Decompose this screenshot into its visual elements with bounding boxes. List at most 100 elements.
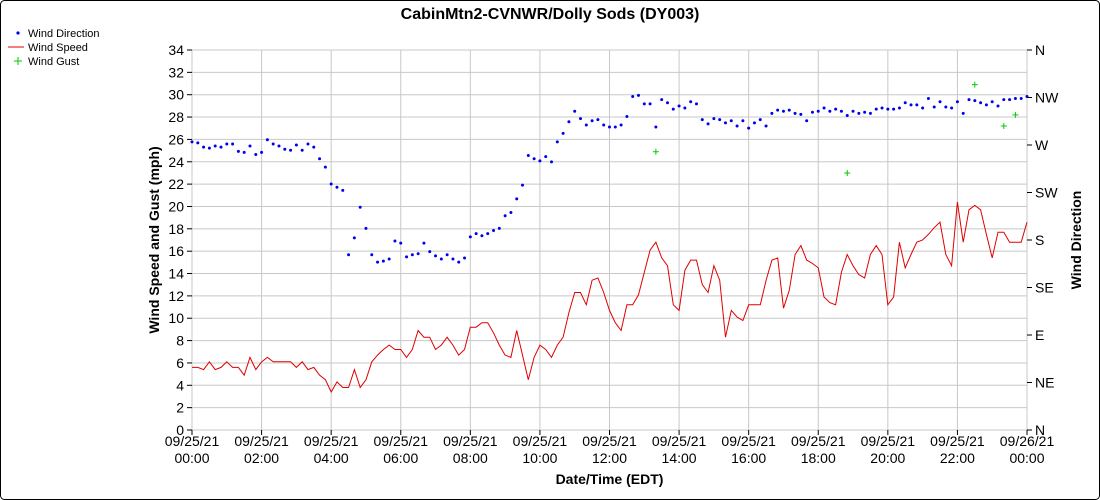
wind-direction-point (492, 229, 496, 232)
x-tick-label-time: 10:00 (522, 450, 557, 466)
wind-direction-point (984, 103, 988, 107)
wind-direction-point (915, 103, 919, 107)
wind-direction-point (863, 110, 867, 114)
wind-direction-point (944, 105, 948, 109)
wind-direction-point (445, 253, 449, 257)
wind-direction-point (781, 109, 785, 113)
wind-direction-point (851, 109, 855, 113)
y-axis-title: Wind Speed and Gust (mph) (146, 146, 162, 333)
wind-direction-point (497, 226, 501, 230)
wind-direction-point (190, 140, 194, 144)
wind-direction-point (828, 109, 832, 113)
wind-direction-point (608, 125, 611, 129)
axis-ticks: 024681012141618202224262830323409/25/210… (165, 42, 1059, 466)
wind-direction-point (689, 100, 693, 104)
wind-direction-point (758, 118, 762, 122)
x-tick-label-date: 09/25/21 (582, 433, 637, 449)
wind-direction-point (776, 108, 780, 112)
wind-direction-point (410, 253, 414, 257)
wind-direction-point (387, 257, 391, 261)
wind-direction-point (793, 111, 797, 115)
wind-direction-point (567, 120, 571, 124)
x-tick-label-time: 16:00 (731, 450, 766, 466)
legend-swatch-wind-direction (16, 31, 20, 35)
y-tick-label: 24 (168, 154, 184, 170)
wind-direction-point (457, 260, 461, 264)
y-tick-label: 30 (168, 87, 184, 103)
wind-direction-point (289, 148, 293, 152)
wind-direction-point (277, 144, 281, 148)
wind-direction-point (550, 160, 554, 164)
wind-direction-point (834, 107, 838, 111)
y-tick-label: 4 (176, 377, 184, 393)
x-tick-label-time: 14:00 (662, 450, 697, 466)
wind-direction-point (434, 254, 438, 258)
x-tick-label-date: 09/25/21 (721, 433, 776, 449)
wind-direction-point (590, 119, 594, 123)
wind-direction-point (532, 157, 536, 161)
wind-direction-point (805, 119, 809, 123)
wind-gust-point (1000, 123, 1007, 129)
wind-direction-point (642, 102, 646, 106)
wind-direction-point (468, 235, 472, 239)
y-tick-label: 12 (168, 288, 184, 304)
wind-direction-point (480, 234, 484, 238)
legend-label-wind-direction: Wind Direction (28, 28, 100, 40)
wind-direction-point (648, 102, 652, 106)
wind-direction-point (254, 153, 258, 156)
y2-axis-title: Wind Direction (1068, 191, 1084, 290)
wind-direction-point (306, 142, 310, 146)
y2-tick-label: NE (1035, 375, 1054, 391)
wind-direction-point (573, 109, 577, 113)
x-tick-label-date: 09/25/21 (652, 433, 707, 449)
y-tick-label: 0 (176, 422, 184, 438)
x-tick-label-date: 09/25/21 (513, 433, 568, 449)
x-tick-label-date: 09/25/21 (165, 433, 220, 449)
x-tick-label-date: 09/25/21 (304, 433, 359, 449)
legend-item-wind-direction: Wind Direction (16, 28, 100, 40)
wind-direction-point (422, 241, 426, 245)
wind-gust-point (1012, 111, 1019, 118)
legend-swatch-wind-gust (14, 57, 22, 65)
wind-gust-point (971, 81, 978, 88)
wind-direction-point (619, 123, 623, 127)
wind-direction-point (770, 111, 774, 115)
wind-direction-point (265, 138, 269, 142)
wind-direction-point (207, 146, 211, 150)
y2-tick-label: S (1035, 232, 1044, 248)
wind-direction-point (544, 155, 548, 159)
y-tick-label: 34 (168, 42, 184, 58)
wind-direction-point (880, 106, 884, 110)
wind-direction-point (312, 145, 316, 149)
y-tick-label: 14 (168, 266, 184, 282)
wind-direction-point (555, 140, 559, 144)
wind-direction-point (1013, 97, 1017, 101)
legend-item-wind-gust: Wind Gust (14, 56, 79, 68)
wind-gust-point (844, 169, 851, 176)
y2-tick-label: N (1035, 422, 1045, 438)
x-tick-label-date: 09/25/21 (374, 433, 429, 449)
wind-direction-point (509, 211, 513, 215)
wind-direction-point (897, 106, 901, 110)
y2-tick-label: NW (1035, 90, 1059, 106)
wind-direction-point (909, 103, 913, 107)
series-marks (190, 81, 1029, 394)
wind-direction-point (596, 118, 600, 122)
wind-direction-point (926, 97, 930, 101)
y2-tick-label: N (1035, 42, 1045, 58)
wind-direction-point (352, 236, 356, 240)
wind-direction-point (735, 124, 739, 128)
y-tick-label: 20 (168, 198, 184, 214)
y-tick-label: 22 (168, 176, 184, 192)
wind-direction-point (486, 232, 490, 236)
x-tick-label-time: 08:00 (453, 450, 488, 466)
wind-direction-point (225, 142, 229, 146)
legend-label-wind-speed: Wind Speed (28, 42, 88, 54)
y-tick-label: 10 (168, 310, 184, 326)
x-tick-label-time: 12:00 (592, 450, 627, 466)
wind-direction-point (202, 145, 206, 149)
wind-direction-point (376, 260, 380, 264)
y-tick-label: 28 (168, 109, 184, 125)
x-tick-label-time: 20:00 (870, 450, 905, 466)
wind-direction-point (1002, 98, 1006, 102)
